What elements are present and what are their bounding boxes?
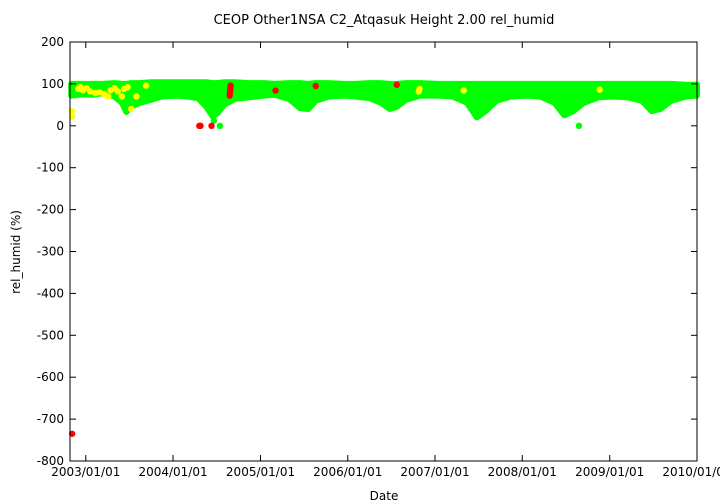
y-tick-label: -600 xyxy=(37,370,64,384)
data-point xyxy=(68,107,75,115)
data-point xyxy=(127,105,135,113)
series-band-0 xyxy=(68,79,700,121)
x-axis-title: Date xyxy=(370,489,399,503)
data-point xyxy=(142,82,150,89)
y-tick-label: -800 xyxy=(37,454,64,468)
x-tick-label: 2009/01/01 xyxy=(575,465,644,479)
data-point xyxy=(210,117,218,124)
plot-marks xyxy=(68,79,700,437)
data-point xyxy=(227,82,234,89)
y-tick-label: -200 xyxy=(37,203,64,217)
y-tick-label: -700 xyxy=(37,412,64,426)
data-point xyxy=(68,113,76,120)
x-tick-label: 2008/01/01 xyxy=(488,465,557,479)
data-point xyxy=(216,122,224,129)
x-tick-label: 2004/01/01 xyxy=(138,465,207,479)
chart-title: CEOP Other1NSA C2_Atqasuk Height 2.00 re… xyxy=(214,13,555,28)
data-point xyxy=(460,87,467,94)
x-tick-label: 2005/01/01 xyxy=(226,465,295,479)
y-tick-label: -100 xyxy=(37,161,64,175)
x-tick-label: 2006/01/01 xyxy=(313,465,382,479)
data-point xyxy=(312,82,319,90)
data-point xyxy=(133,93,140,100)
data-point xyxy=(596,86,603,93)
x-tick-label: 2010/01/01 xyxy=(662,465,720,479)
data-point xyxy=(124,84,131,91)
data-point xyxy=(416,85,423,93)
data-point xyxy=(272,87,279,94)
y-tick-label: 0 xyxy=(56,119,64,133)
data-point xyxy=(393,81,400,88)
y-tick-label: 100 xyxy=(41,77,64,91)
data-point xyxy=(68,430,76,437)
x-tick-label: 2003/01/01 xyxy=(51,465,120,479)
y-tick-label: 200 xyxy=(41,35,64,49)
data-point xyxy=(575,122,583,129)
data-point xyxy=(114,88,122,95)
data-point xyxy=(197,122,204,129)
x-tick-label: 2007/01/01 xyxy=(400,465,469,479)
y-tick-label: -400 xyxy=(37,286,64,300)
y-axis-title: rel_humid (%) xyxy=(9,210,23,294)
data-point xyxy=(87,88,94,95)
y-axis: 200 100 0 -100 -200 -300 -400 -500 -600 -700 -800 xyxy=(37,35,697,468)
y-tick-label: -500 xyxy=(37,328,64,342)
y-tick-label: -300 xyxy=(37,245,64,259)
data-point xyxy=(208,122,215,129)
data-point xyxy=(105,93,112,100)
x-axis: 2003/01/01 2004/01/01 2005/01/01 2006/01/01… xyxy=(51,42,720,479)
data-point xyxy=(118,93,126,100)
